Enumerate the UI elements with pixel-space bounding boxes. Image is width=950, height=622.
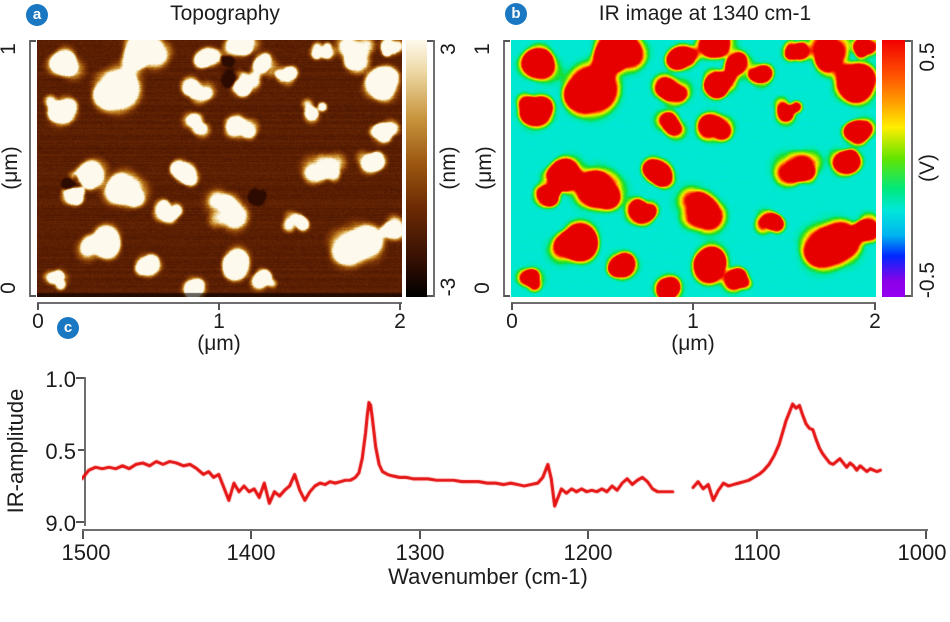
ir-colorbar bbox=[882, 40, 905, 297]
spectrum-x-tick-label-1500: 1500 bbox=[61, 540, 111, 565]
spectrum-x-tick-1300 bbox=[419, 531, 421, 539]
spectrum-x-tick-1200 bbox=[587, 531, 589, 539]
topography-colorbar-label-max: 3 bbox=[437, 43, 460, 55]
panel-b-y-axis-label: (μm) bbox=[473, 146, 496, 190]
panel-b-y-axis-line bbox=[503, 40, 505, 297]
spectrum-y-tick-bottom bbox=[76, 521, 84, 523]
ir-colorbar-axis-line bbox=[911, 40, 913, 297]
spectrum-x-tick-label-1300: 1300 bbox=[395, 540, 445, 565]
topography-colorbar-axis-line bbox=[433, 40, 435, 297]
panel-a-y-tick-label-0: 0 bbox=[0, 282, 21, 294]
panel-b-x-axis-label: (μm) bbox=[671, 332, 715, 355]
panel-a-x-tick-label-0: 0 bbox=[32, 310, 44, 333]
spectrum-y-tick-top bbox=[76, 377, 84, 379]
topography-colorbar-tick-bottom bbox=[427, 295, 433, 297]
spectrum-x-tick-label-1400: 1400 bbox=[226, 540, 276, 565]
panel-a-y-tick-label-1: 1 bbox=[0, 43, 21, 55]
spectrum-x-tick-label-1100: 1100 bbox=[733, 540, 781, 565]
ir-colorbar-tick-top bbox=[905, 40, 911, 42]
panel-a-x-tick-0 bbox=[37, 303, 39, 310]
ir-colorbar-unit: (V) bbox=[916, 154, 939, 182]
spectrum-y-axis-label: IR-amplitude bbox=[3, 388, 28, 514]
panel-a-y-axis-label: (μm) bbox=[0, 146, 22, 190]
spectrum-x-tick-label-1000: 1000 bbox=[897, 540, 947, 565]
spectrum-y-tick-label-top: 1.0 bbox=[45, 367, 76, 392]
panel-b-y-tick-bottom bbox=[504, 295, 510, 297]
panel-a-x-tick-1 bbox=[218, 303, 220, 310]
spectrum-y-tick-label-bottom: 9.0 bbox=[45, 511, 76, 536]
panel-b-badge: b bbox=[505, 3, 527, 25]
topography-colorbar bbox=[406, 40, 427, 297]
panel-b-x-tick-label-1: 1 bbox=[687, 310, 699, 333]
spectrum-y-tick-mid bbox=[78, 449, 84, 451]
panel-b-y-tick-label-1: 1 bbox=[471, 43, 494, 55]
ir-colorbar-label-max: 0.5 bbox=[916, 42, 939, 72]
topography-colorbar-unit: (nm) bbox=[437, 146, 460, 190]
panel-a-x-tick-label-2: 2 bbox=[394, 310, 406, 333]
spectrum-x-tick-1500 bbox=[82, 531, 84, 539]
spectrum-x-tick-1000 bbox=[925, 531, 927, 539]
panel-c-badge: c bbox=[57, 317, 79, 339]
panel-b-x-tick-0 bbox=[511, 303, 513, 310]
panel-a-x-tick-label-1: 1 bbox=[213, 310, 225, 333]
panel-b-x-tick-1 bbox=[692, 303, 694, 310]
panel-b-x-tick-2 bbox=[874, 303, 876, 310]
spectrum-x-axis-line bbox=[82, 529, 928, 531]
ir-colorbar-tick-bottom bbox=[905, 295, 911, 297]
spectrum-y-tick-label-mid: 0.5 bbox=[45, 439, 76, 464]
panel-b-x-tick-label-0: 0 bbox=[506, 310, 518, 333]
topography-image bbox=[37, 40, 402, 297]
panel-a-y-tick-bottom bbox=[30, 295, 36, 297]
spectrum-x-tick-1100 bbox=[756, 531, 758, 539]
panel-b-x-tick-label-2: 2 bbox=[869, 310, 881, 333]
ir-image bbox=[511, 40, 876, 297]
panel-b-y-tick-top bbox=[504, 40, 510, 42]
panel-a-x-axis-label: (μm) bbox=[197, 332, 241, 355]
topography-colorbar-label-min: -3 bbox=[437, 277, 460, 297]
panel-a-y-axis-line bbox=[29, 40, 31, 297]
ir-colorbar-label-min: -0.5 bbox=[916, 261, 939, 299]
panel-b-title: IR image at 1340 cm-1 bbox=[598, 2, 812, 25]
panel-a-title: Topography bbox=[170, 2, 280, 25]
spectrum-curve bbox=[82, 372, 932, 530]
panel-b-y-tick-label-0: 0 bbox=[471, 282, 494, 294]
topography-colorbar-tick-top bbox=[427, 40, 433, 42]
panel-a-y-tick-top bbox=[30, 40, 36, 42]
panel-a-badge: a bbox=[26, 4, 48, 26]
spectrum-x-axis-label: Wavenumber (cm-1) bbox=[388, 564, 588, 589]
panel-a-x-tick-2 bbox=[399, 303, 401, 310]
spectrum-x-tick-label-1200: 1200 bbox=[563, 540, 613, 565]
spectrum-x-tick-1400 bbox=[250, 531, 252, 539]
